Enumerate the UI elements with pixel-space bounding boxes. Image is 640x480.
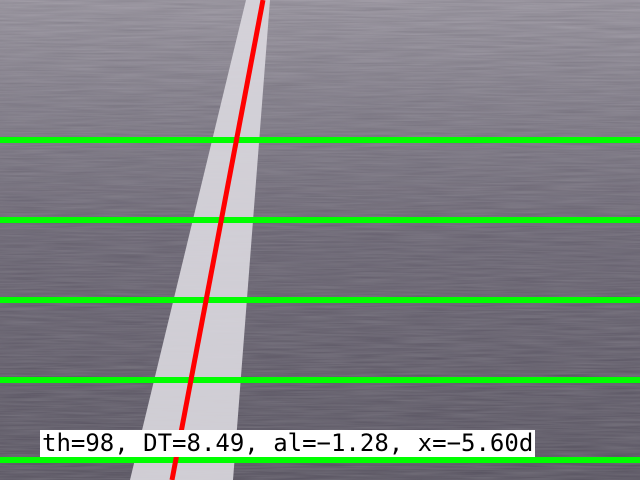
status-readout: th=98, DT=8.49, al=−1.28, x=−5.60d — [40, 430, 536, 457]
detected-lane-line — [169, 0, 266, 480]
lane-marking — [130, 0, 270, 480]
scan-lines — [0, 137, 640, 463]
